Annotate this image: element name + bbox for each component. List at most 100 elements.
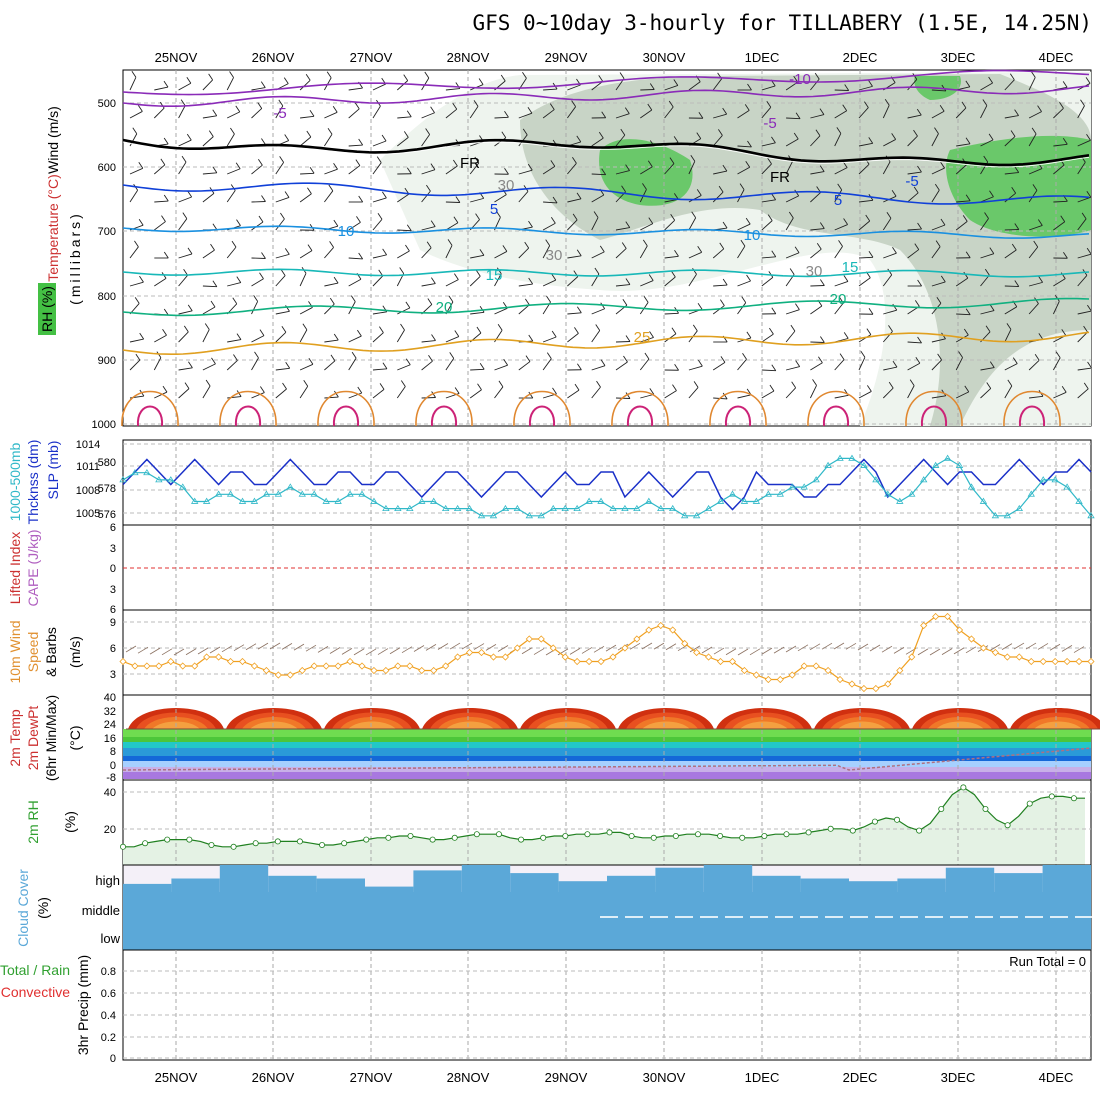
rh-marker (296, 838, 303, 845)
thickness-tick: 576 (98, 509, 116, 521)
thickness-line (122, 458, 1092, 511)
wind-barb-flag (528, 220, 533, 228)
wind-barb-flag (400, 323, 405, 331)
wind-barb (154, 391, 168, 399)
wind-barb-flag (746, 331, 752, 339)
ylabel-cloud: Cloud Cover (15, 869, 31, 947)
wind-barb (470, 368, 485, 371)
slp-marker (740, 497, 749, 504)
surface-barb (377, 648, 389, 655)
wind-barb-flag (1083, 382, 1089, 390)
wind-barb-flag (496, 211, 501, 218)
slp-marker (119, 476, 127, 483)
wind-barb (688, 251, 702, 259)
wind-barb (129, 281, 144, 287)
cloud-panel: high middle low Cloud Cover (%) (15, 864, 1093, 951)
wind-speed-marker (705, 653, 713, 661)
contour-35-dome (1018, 405, 1046, 427)
contour-minus5-upper (122, 85, 1090, 107)
temp-hump (348, 721, 396, 729)
wind-ticks: 9 6 3 (110, 617, 116, 681)
slp-marker (322, 497, 330, 504)
rh-marker (584, 831, 591, 838)
wind-barb-flag (625, 278, 631, 285)
precip-tick: 0 (110, 1053, 116, 1065)
contour-label: 15 (486, 267, 503, 284)
chart-title: GFS 0~10day 3-hourly for TILLABERY (1.5E… (472, 11, 1092, 35)
wind-barb-flag (333, 333, 339, 341)
wind-barb (421, 340, 436, 343)
wind-barb-flag (552, 387, 557, 395)
wind-barb-flag (692, 324, 698, 332)
surface-barb (557, 648, 569, 656)
wind-barb (664, 85, 678, 91)
high-cloud-bar (897, 878, 946, 892)
wind-barb-flag (162, 385, 168, 393)
wind-barb-flag (427, 298, 433, 305)
wind-barb-flag (161, 215, 166, 222)
wind-barb-flag (452, 159, 458, 167)
wind-barb (470, 197, 484, 203)
wind-barb-flag (673, 193, 679, 200)
wind-speed-marker (370, 666, 378, 675)
wind-barb (275, 275, 286, 287)
wind-speed-marker (513, 644, 521, 652)
wind-barb (761, 333, 774, 343)
wind-barb (931, 110, 945, 119)
wind-barb (785, 195, 799, 203)
wind-barb (469, 162, 480, 175)
rh-marker (473, 831, 480, 838)
wind-barb-flag (965, 194, 971, 202)
wind-barb (348, 335, 362, 343)
wind-barb (300, 172, 315, 175)
wind-barb (591, 308, 605, 315)
wind-barb (907, 249, 920, 259)
slp-marker (597, 497, 605, 504)
contour-minus10 (122, 69, 1090, 96)
slp-marker (704, 504, 713, 512)
vertical-grid (175, 440, 1057, 525)
wind-barb (1077, 139, 1091, 147)
surface-barb (929, 648, 941, 656)
wind-barb-flag (961, 101, 967, 109)
ylabel-thick: 1000-500mb (7, 442, 23, 521)
wind-barb (275, 218, 285, 231)
slp-marker (238, 497, 247, 504)
wind-barb (712, 135, 723, 147)
wind-barb-flag (354, 102, 360, 110)
wind-barb (178, 388, 190, 399)
wind-barb-flag (163, 80, 169, 88)
wind-speed-marker (203, 653, 211, 661)
wind-barb (1077, 162, 1086, 175)
wind-barb-flag (838, 240, 843, 247)
wind-barb-flag (333, 219, 339, 227)
wind-speed-marker (346, 657, 354, 666)
wind-barb (445, 88, 460, 91)
rh-marker (518, 836, 525, 843)
wind-barb-flag (475, 270, 481, 277)
high-cloud-bar (607, 875, 656, 892)
wind-barb (299, 386, 309, 399)
wind-barb (615, 113, 630, 119)
wind-barb (907, 114, 922, 119)
wind-barb-flag (771, 250, 777, 258)
wind-barb (785, 387, 796, 399)
wind-speed-marker (501, 653, 509, 661)
wind-barb (372, 275, 384, 287)
wind-barb (567, 106, 576, 119)
wind-barb (202, 363, 216, 371)
precip-tick: 0.6 (101, 988, 116, 1000)
wind-barb (640, 280, 654, 287)
slp-marker (525, 512, 534, 519)
temp-band (123, 737, 1091, 742)
precip-panel: 0.8 0.6 0.4 0.2 0 Run Total = 0 Total / Rain… (0, 949, 1092, 1065)
wind-speed-marker (872, 684, 880, 693)
wind-barb (227, 282, 241, 287)
wind-barb (542, 279, 556, 287)
wind-barb (178, 196, 192, 203)
surface-barb (1073, 646, 1085, 653)
wind-barb (518, 191, 529, 203)
wind-barb-flag (939, 104, 945, 112)
wind-barb-flag (258, 215, 264, 223)
wind-barb-flag (545, 239, 551, 246)
